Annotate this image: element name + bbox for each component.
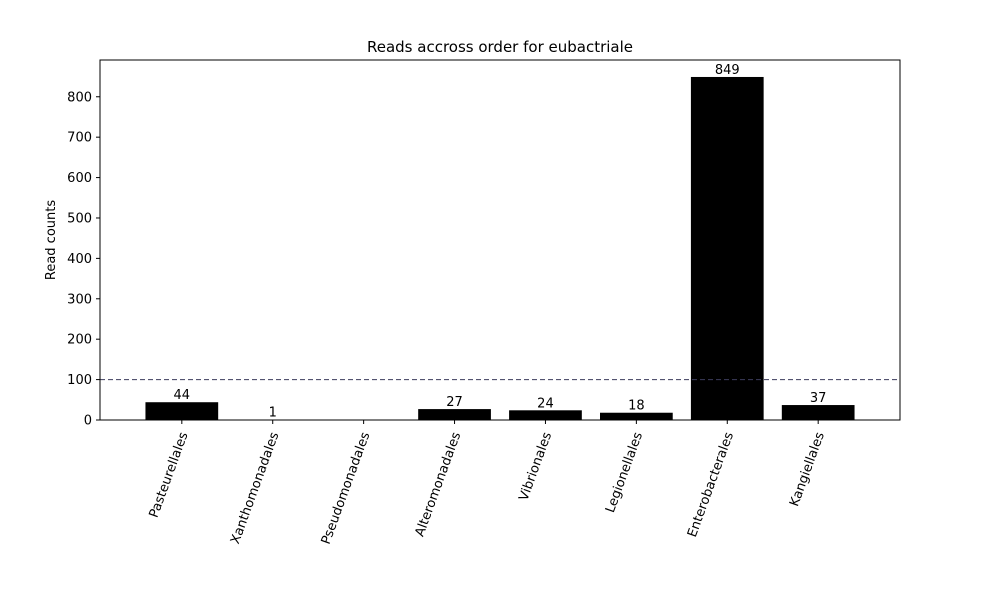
y-tick-label: 600 <box>67 171 92 186</box>
x-tick-label: Alteromonadales <box>413 430 465 539</box>
y-tick-label: 400 <box>67 252 92 267</box>
y-axis-label: Read counts <box>44 200 59 280</box>
x-tick-label: Enterobacterales <box>685 430 737 539</box>
data-label: 44 <box>174 388 191 403</box>
plot-frame <box>99 59 901 421</box>
y-tick-label: 800 <box>67 90 92 105</box>
x-axis-ticks: Pasteurellales Xanthomonadales Pseudomonad… <box>147 420 828 547</box>
data-label: 849 <box>715 63 740 78</box>
data-label: 27 <box>446 395 463 410</box>
data-label: 18 <box>628 399 645 414</box>
bar <box>145 402 219 420</box>
y-tick-label: 300 <box>67 292 92 307</box>
data-labels: 44 1 27 24 18 849 37 <box>174 63 827 421</box>
bar <box>600 412 673 420</box>
bar <box>509 410 582 420</box>
bar <box>690 76 764 420</box>
y-tick-label: 0 <box>84 414 92 429</box>
data-label: 1 <box>269 406 277 421</box>
x-tick-label: Kangiellales <box>787 430 828 509</box>
data-label: 24 <box>537 396 554 411</box>
y-tick-label: 700 <box>67 131 92 146</box>
x-tick-label: Vibrionales <box>516 430 555 503</box>
chart-title: Reads accross order for eubactriale <box>367 38 633 56</box>
bar <box>781 405 855 420</box>
x-tick-label: Pseudomonadales <box>319 430 374 546</box>
x-tick-label: Xanthomonadales <box>228 430 282 546</box>
y-tick-label: 200 <box>67 333 92 348</box>
data-label: 37 <box>810 391 827 406</box>
y-tick-label: 100 <box>67 373 92 388</box>
x-tick-label: Legionellales <box>603 430 646 515</box>
bars <box>145 76 855 420</box>
y-axis-ticks: 0 100 200 300 400 500 600 700 800 <box>67 90 100 429</box>
bar <box>418 409 491 420</box>
x-tick-label: Pasteurellales <box>147 430 192 520</box>
y-tick-label: 500 <box>67 211 92 226</box>
